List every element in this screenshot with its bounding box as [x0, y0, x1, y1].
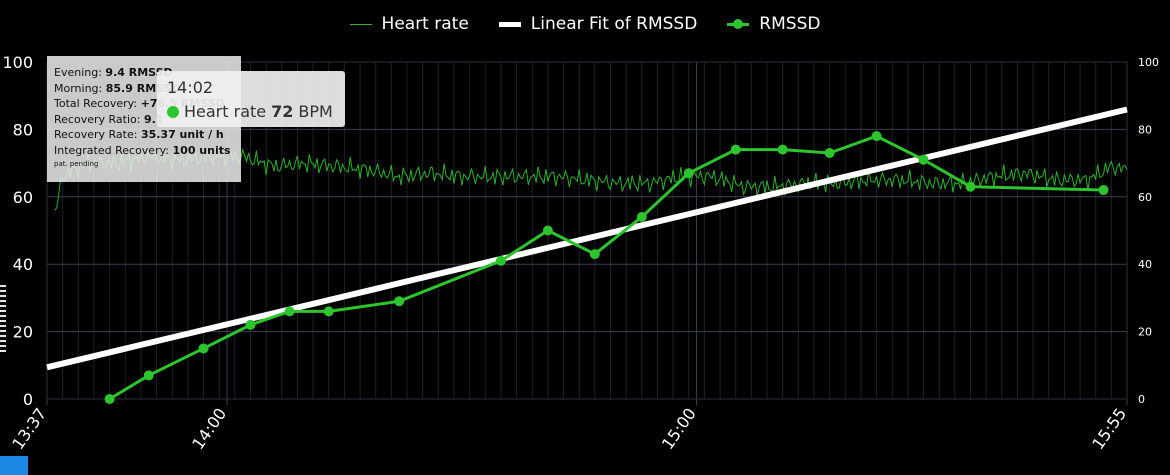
- legend-label-linear-fit: Linear Fit of RMSSD: [530, 14, 698, 34]
- summary-recovery-rate: Recovery Rate: 35.37 unit / h: [54, 128, 224, 141]
- tooltip-unit: BPM: [298, 102, 333, 121]
- linear-fit-line: [46, 106, 1128, 371]
- rmssd-point: [245, 319, 256, 330]
- axes: [46, 61, 1128, 400]
- rmssd-point: [394, 296, 405, 307]
- tooltip-time: 14:02: [167, 78, 214, 97]
- y-tick-label-right: 80: [1138, 123, 1152, 136]
- rmssd-point: [730, 144, 741, 155]
- tooltip-value: 72: [271, 102, 294, 121]
- linear-fit-series: [46, 106, 1128, 371]
- tooltip-series-dot: [167, 105, 179, 118]
- rmssd-point: [495, 255, 506, 266]
- y-tick-label-right: 40: [1138, 258, 1152, 271]
- summary-integrated-recovery: Integrated Recovery: 100 units: [54, 143, 231, 157]
- rmssd-point: [542, 225, 553, 236]
- rmssd-point: [323, 306, 334, 317]
- left-axis-title-fragment: [0, 282, 6, 352]
- rmssd-point: [683, 168, 694, 179]
- y-tick-label-right: 60: [1138, 191, 1152, 204]
- x-tick-label: 15:55: [1088, 404, 1130, 453]
- y-tick-label-left: 80: [13, 120, 33, 139]
- legend-item-heart-rate[interactable]: Heart rate: [349, 14, 469, 34]
- legend-item-linear-fit[interactable]: Linear Fit of RMSSD: [498, 14, 698, 34]
- legend-item-rmssd[interactable]: RMSSD: [727, 14, 820, 34]
- heart-rate-legend-symbol: [349, 18, 372, 30]
- rmssd-point: [284, 306, 295, 317]
- summary-evening: Evening: 9.4 RMSSD: [54, 66, 173, 79]
- rmssd-legend-symbol: [727, 18, 750, 30]
- rmssd-point: [589, 249, 600, 260]
- y-tick-label-left: 40: [13, 255, 33, 274]
- rmssd-point: [198, 343, 209, 354]
- rmssd-point: [636, 212, 647, 223]
- tooltip-series-name: Heart rate: [184, 102, 267, 121]
- rmssd-series: [104, 131, 1109, 404]
- y-tick-label-right: 100: [1138, 56, 1159, 69]
- legend-label-heart-rate: Heart rate: [381, 14, 469, 34]
- y-tick-label-left: 0: [23, 390, 33, 409]
- corner-button[interactable]: [0, 456, 28, 475]
- summary-note: pat. pending: [54, 160, 99, 168]
- plot-frame: [46, 61, 1128, 400]
- linear-fit-legend-symbol: [498, 18, 521, 30]
- y-tick-label-right: 0: [1138, 393, 1145, 406]
- legend: Heart rate Linear Fit of RMSSD RMSSD: [0, 14, 1170, 34]
- x-tick-label: 14:00: [188, 404, 230, 453]
- y-tick-label-left: 60: [13, 188, 33, 207]
- x-tick-label: 13:37: [8, 404, 50, 453]
- x-tick-label: 15:00: [658, 404, 700, 453]
- rmssd-point: [918, 154, 929, 165]
- rmssd-point: [871, 131, 882, 142]
- rmssd-point: [777, 144, 788, 155]
- rmssd-point: [143, 370, 154, 381]
- rmssd-point: [965, 181, 976, 192]
- hover-tooltip: 14:02 Heart rate 72 BPM: [157, 71, 345, 127]
- y-tick-label-right: 20: [1138, 326, 1152, 339]
- tooltip-row: Heart rate 72 BPM: [167, 102, 335, 121]
- y-tick-label-left: 20: [13, 323, 33, 342]
- rmssd-point: [824, 147, 835, 158]
- rmssd-point: [1098, 185, 1109, 196]
- rmssd-point: [104, 394, 115, 404]
- legend-label-rmssd: RMSSD: [759, 14, 821, 34]
- y-tick-label-left: 100: [2, 53, 33, 72]
